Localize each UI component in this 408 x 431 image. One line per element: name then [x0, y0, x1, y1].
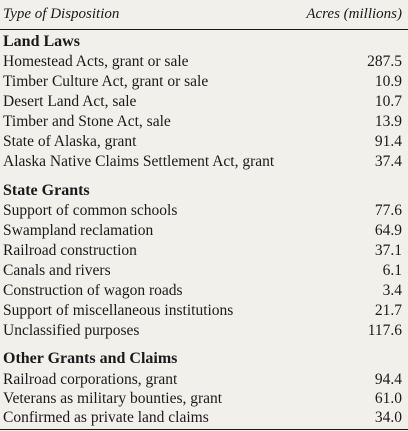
row-value: 287.5 — [367, 53, 402, 70]
row-value: 61.0 — [374, 390, 402, 407]
bottom-rule — [0, 429, 408, 430]
row-value: 21.7 — [374, 302, 402, 319]
row-value: 77.6 — [374, 202, 402, 219]
table-row: Veterans as military bounties, grant 61.… — [0, 390, 408, 410]
row-value: 64.9 — [374, 222, 402, 239]
row-label: Railroad construction — [3, 242, 137, 259]
row-label: Desert Land Act, sale — [3, 93, 137, 110]
row-value: 37.4 — [374, 153, 402, 170]
table-row: Railroad corporations, grant 94.4 — [0, 371, 408, 391]
row-label: Timber Culture Act, grant or sale — [3, 73, 209, 90]
row-value: 91.4 — [374, 133, 402, 150]
table-row: Railroad construction 37.1 — [0, 242, 408, 262]
row-label: Canals and rivers — [3, 262, 111, 279]
table-row: Timber Culture Act, grant or sale 10.9 — [0, 73, 408, 93]
table-row: Desert Land Act, sale 10.7 — [0, 93, 408, 113]
table-row: Confirmed as private land claims 34.0 — [0, 409, 408, 429]
table-row: State of Alaska, grant 91.4 — [0, 133, 408, 153]
table-row: Homestead Acts, grant or sale 287.5 — [0, 53, 408, 73]
row-value: 3.4 — [382, 282, 402, 299]
row-label: Unclassified purposes — [3, 322, 140, 339]
section-title-state-grants: State Grants — [3, 182, 90, 199]
table-row: Timber and Stone Act, sale 13.9 — [0, 113, 408, 133]
row-label: Timber and Stone Act, sale — [3, 113, 171, 130]
row-label: Veterans as military bounties, grant — [3, 390, 223, 407]
row-value: 10.7 — [374, 93, 402, 110]
row-label: Construction of wagon roads — [3, 282, 183, 299]
row-label: Railroad corporations, grant — [3, 371, 178, 388]
table-row: Construction of wagon roads 3.4 — [0, 282, 408, 302]
table-row: Support of miscellaneous institutions 21… — [0, 302, 408, 322]
row-value: 13.9 — [374, 113, 402, 130]
table-header: Type of Disposition Acres (millions) — [0, 0, 408, 30]
row-label: Support of miscellaneous institutions — [3, 302, 234, 319]
row-value: 117.6 — [367, 322, 402, 339]
row-label: Alaska Native Claims Settlement Act, gra… — [3, 153, 275, 170]
section-title-other-grants: Other Grants and Claims — [3, 350, 178, 367]
section-title-land-laws: Land Laws — [3, 33, 80, 50]
row-value: 37.1 — [374, 242, 402, 259]
row-label: State of Alaska, grant — [3, 133, 137, 150]
table-row: Support of common schools 77.6 — [0, 202, 408, 222]
column-header-type: Type of Disposition — [3, 6, 120, 22]
row-label: Homestead Acts, grant or sale — [3, 53, 189, 70]
table-row: Unclassified purposes 117.6 — [0, 322, 408, 342]
row-label: Swampland reclamation — [3, 222, 154, 239]
table-row: Canals and rivers 6.1 — [0, 262, 408, 282]
row-label: Confirmed as private land claims — [3, 409, 209, 426]
row-value: 34.0 — [374, 409, 402, 426]
row-value: 10.9 — [374, 73, 402, 90]
row-label: Support of common schools — [3, 202, 178, 219]
table-row: Alaska Native Claims Settlement Act, gra… — [0, 153, 408, 173]
table-row: Swampland reclamation 64.9 — [0, 222, 408, 242]
column-header-acres: Acres (millions) — [306, 6, 402, 22]
row-value: 6.1 — [382, 262, 402, 279]
row-value: 94.4 — [374, 371, 402, 388]
